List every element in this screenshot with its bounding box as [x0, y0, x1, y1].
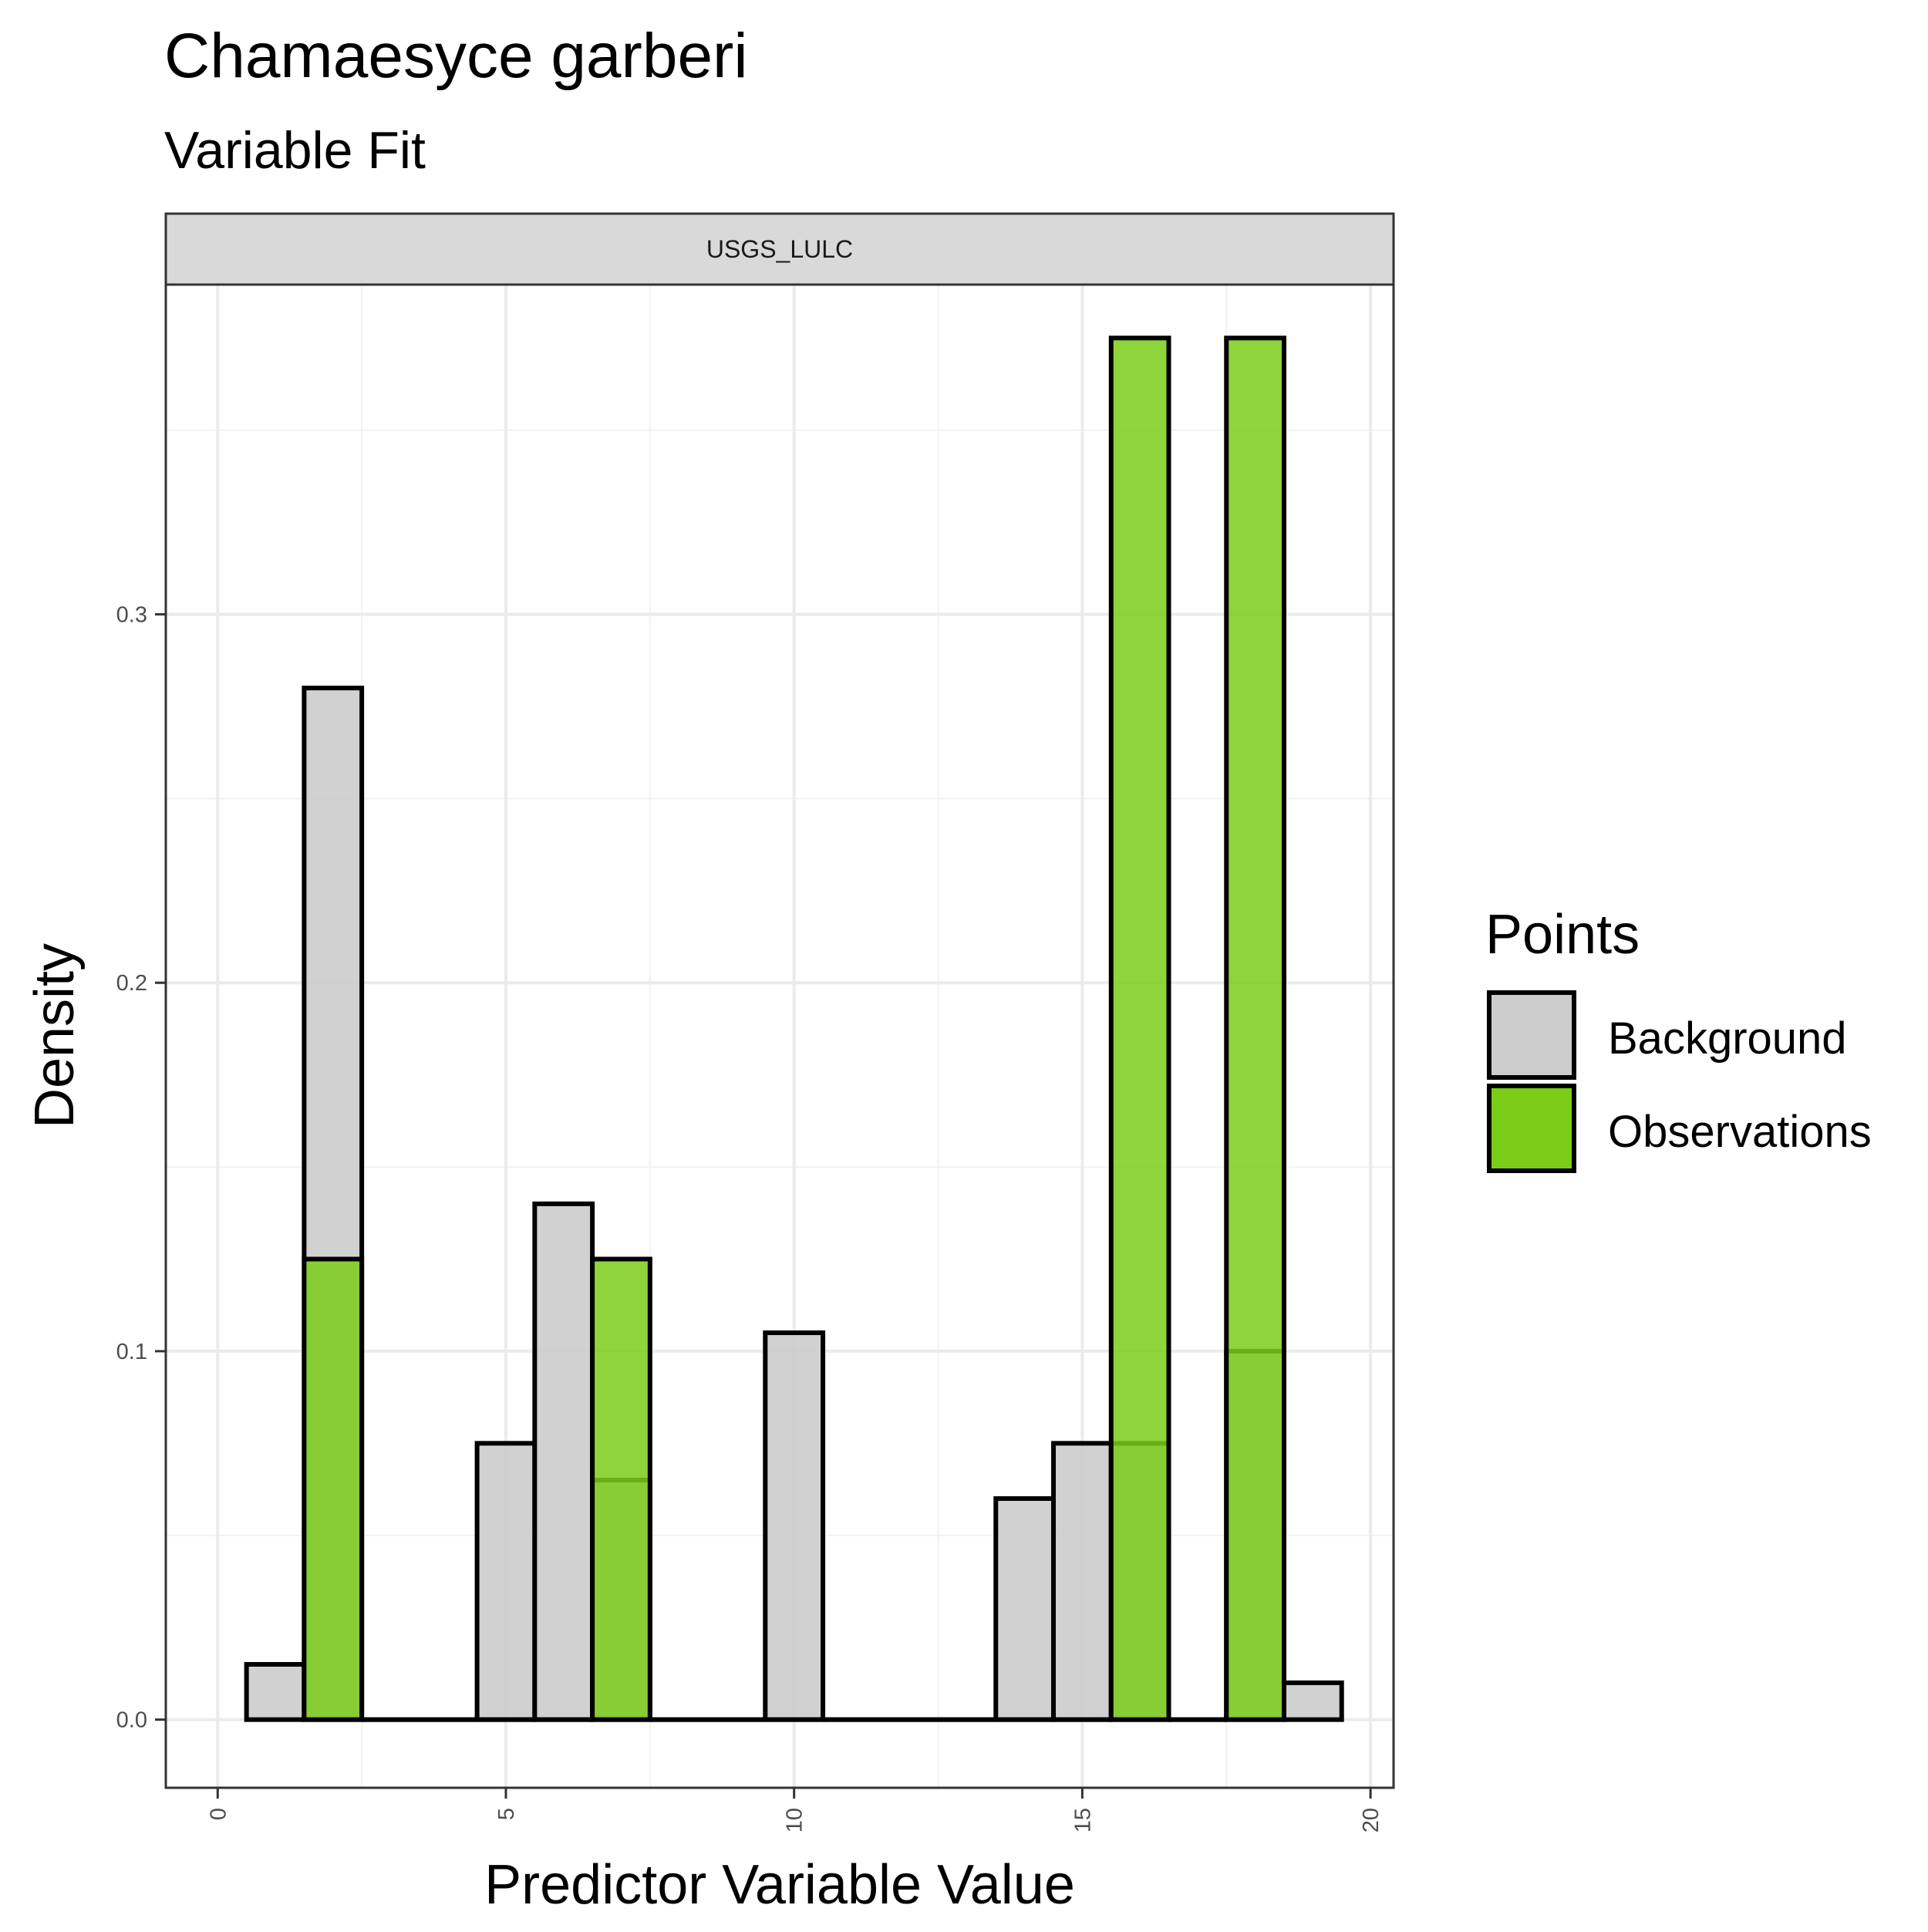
- chart-subtitle: Variable Fit: [164, 121, 426, 180]
- facet-strip-label: USGS_LULC: [706, 235, 853, 263]
- y-tick-label: 0.0: [116, 1708, 147, 1733]
- x-tick-label: 20: [1359, 1808, 1384, 1833]
- y-axis-title: Density: [24, 943, 86, 1128]
- background-bar: [474, 1441, 538, 1722]
- observations-bar: [302, 1256, 365, 1722]
- observations-bar: [590, 1256, 652, 1722]
- legend-label-observations: Observations: [1608, 1107, 1872, 1157]
- background-bar: [1051, 1441, 1114, 1722]
- background-bar: [244, 1661, 307, 1722]
- x-tick-label: 5: [494, 1808, 519, 1820]
- x-axis-title: Predictor Variable Value: [484, 1854, 1075, 1916]
- legend-title: Points: [1485, 904, 1640, 966]
- background-bar: [763, 1330, 826, 1722]
- observations-bar: [1224, 335, 1286, 1722]
- legend-key-observations: [1487, 1084, 1576, 1173]
- legend: Points Background Observations: [1485, 904, 1872, 1173]
- x-tick-label: 0: [206, 1808, 231, 1820]
- y-tick-label: 0.1: [116, 1340, 147, 1364]
- y-tick-label: 0.3: [116, 603, 147, 628]
- x-tick-label: 15: [1070, 1808, 1095, 1833]
- background-bar: [532, 1201, 595, 1722]
- x-axis: 0 5 10 15 20: [206, 1788, 1384, 1833]
- background-bar: [1281, 1680, 1344, 1722]
- background-bar: [993, 1496, 1057, 1722]
- y-tick-label: 0.2: [116, 971, 147, 996]
- legend-label-background: Background: [1608, 1013, 1847, 1064]
- observations-bar: [1108, 335, 1171, 1722]
- legend-key-background: [1487, 990, 1576, 1080]
- x-tick-label: 10: [783, 1808, 807, 1833]
- chart-title: Chamaesyce garberi: [164, 21, 748, 91]
- histogram-bars: [244, 335, 1344, 1722]
- facet-strip: [164, 212, 1395, 286]
- y-axis: 0.0 0.1 0.2 0.3: [116, 603, 166, 1733]
